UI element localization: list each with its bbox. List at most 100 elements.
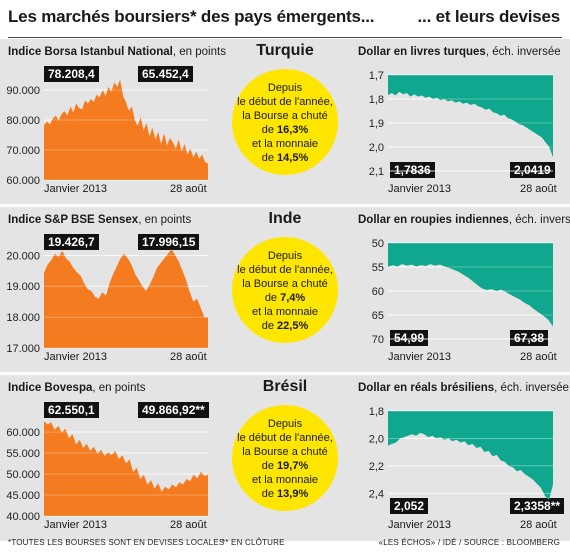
footer-note-mid: ** EN CLÔTURE: [222, 538, 285, 547]
fx-x-label-start: Janvier 2013: [388, 351, 451, 363]
y-tick-label: 2,4: [369, 488, 384, 500]
y-tick-label: 2,2: [369, 461, 384, 473]
summary-text-fragment: le début de l'année,: [237, 264, 333, 276]
row-panel: Indice Borsa Istanbul National, en point…: [0, 39, 570, 205]
stock-chart: 17.000 18.000 19.000 20.000: [6, 249, 208, 355]
summary-line: de 19,7%: [232, 459, 338, 473]
y-tick-label: 19.000: [6, 281, 40, 293]
summary-percent: 13,9%: [277, 488, 309, 500]
stock-start-value-label: 19.426,7: [44, 234, 99, 250]
stock-end-value-label: 49.866,92**: [138, 402, 209, 418]
header-rule: [8, 37, 562, 38]
summary-percent: 7,4%: [280, 292, 306, 304]
summary-line: la Bourse a chuté: [232, 109, 338, 123]
stock-x-label-start: Janvier 2013: [44, 351, 107, 363]
stock-index-name: Indice Bovespa: [8, 382, 93, 394]
summary-text: Depuis le début de l'année, la Bourse a ch…: [232, 417, 338, 501]
fx-chart: 1,7 1,8 1,9 2,0 2,1: [369, 70, 553, 178]
summary-line: Depuis: [232, 81, 338, 95]
series-area: [388, 411, 553, 501]
footer-note-left: *TOUTES LES BOURSES SONT EN DEVISES LOCA…: [8, 538, 225, 547]
country-name: Turquie: [256, 42, 314, 59]
fx-x-label-end: 28 août: [520, 183, 557, 195]
fx-start-value-label: 54,99: [390, 330, 429, 346]
fx-x-label-start: Janvier 2013: [388, 519, 451, 531]
summary-line: et la monnaie: [232, 473, 338, 487]
summary-line: et la monnaie: [232, 137, 338, 151]
y-tick-label: 90.000: [6, 85, 40, 97]
country-name: Inde: [268, 210, 302, 227]
summary-line: Depuis: [232, 249, 338, 263]
fx-end-value-label: 2,0419: [510, 162, 555, 178]
fx-pair-name: Dollar en roupies indiennes: [358, 214, 509, 226]
summary-text-fragment: la Bourse a chuté: [242, 110, 328, 122]
summary-circle: [232, 405, 338, 511]
stock-x-label-end: 28 août: [170, 183, 207, 195]
summary-line: le début de l'année,: [232, 263, 338, 277]
fx-scale-note: , éch. inversée: [508, 214, 570, 226]
fx-chart-title: Dollar en réals brésiliens, éch. inversé…: [358, 382, 569, 394]
y-tick-label: 70: [372, 334, 384, 346]
footer-source: «LES ÉCHOS» / IDÉ / SOURCE : BLOOMBERG: [378, 538, 560, 547]
summary-percent: 19,7%: [277, 460, 309, 472]
fx-start-value-label: 2,052: [390, 498, 429, 514]
summary-line: le début de l'année,: [232, 431, 338, 445]
y-tick-label: 55.000: [6, 448, 40, 460]
stock-chart-title: Indice Borsa Istanbul National, en point…: [8, 46, 226, 58]
summary-line: de 16,3%: [232, 123, 338, 137]
summary-text-fragment: la Bourse a chuté: [242, 446, 328, 458]
series-area: [44, 249, 208, 348]
summary-text-fragment: de: [261, 152, 278, 164]
summary-line: Depuis: [232, 417, 338, 431]
header-right-title: ... et leurs devises: [417, 7, 561, 26]
header-left-title: Les marchés boursiers* des pays émergent…: [8, 7, 375, 26]
y-tick-label: 60.000: [6, 175, 40, 187]
fx-chart: 50 55 60 65 70: [372, 238, 553, 346]
stock-chart: 40.000 45.000 50.000 55.000 60.000: [6, 421, 208, 523]
summary-line: la Bourse a chuté: [232, 277, 338, 291]
y-tick-label: 17.000: [6, 343, 40, 355]
series-area: [388, 75, 553, 158]
row-panel: Indice S&P BSE Sensex, en points Dollar e…: [0, 207, 570, 373]
fx-end-value-label: 67,38: [510, 330, 549, 346]
y-tick-label: 80.000: [6, 115, 40, 127]
summary-line: le début de l'année,: [232, 95, 338, 109]
stock-index-unit: , en points: [92, 382, 146, 394]
y-tick-label: 40.000: [6, 511, 40, 523]
stock-chart-title: Indice Bovespa, en points: [8, 382, 145, 394]
summary-text-fragment: et la monnaie: [251, 138, 319, 150]
summary-line: de 7,4%: [232, 291, 338, 305]
summary-line: et la monnaie: [232, 305, 338, 319]
fx-pair-name: Dollar en livres turques: [358, 46, 486, 58]
summary-text-fragment: Depuis: [267, 82, 303, 94]
y-tick-label: 2,0: [369, 433, 384, 445]
stock-x-label-end: 28 août: [170, 519, 207, 531]
y-tick-label: 50.000: [6, 469, 40, 481]
stock-x-label-start: Janvier 2013: [44, 183, 107, 195]
summary-text-fragment: de: [261, 460, 278, 472]
header: Les marchés boursiers* des pays émergent…: [0, 0, 570, 38]
stock-x-label-end: 28 août: [170, 351, 207, 363]
stock-chart: 60.000 70.000 80.000 90.000: [6, 79, 208, 187]
summary-line: la Bourse a chuté: [232, 445, 338, 459]
summary-text-fragment: le début de l'année,: [237, 96, 333, 108]
fx-chart: 1,8 2,0 2,2 2,4: [369, 406, 553, 501]
stock-chart-title: Indice S&P BSE Sensex, en points: [8, 214, 191, 226]
y-tick-label: 1,7: [369, 70, 384, 82]
fx-start-value-label: 1,7836: [390, 162, 435, 178]
y-tick-label: 1,9: [369, 118, 384, 130]
stock-index-name: Indice Borsa Istanbul National: [8, 46, 173, 58]
y-tick-label: 70.000: [6, 145, 40, 157]
row-separator: [0, 372, 570, 375]
stock-end-value-label: 17.996,15: [138, 234, 200, 250]
summary-text: Depuis le début de l'année, la Bourse a ch…: [232, 81, 338, 165]
y-tick-label: 50: [372, 238, 384, 250]
summary-percent: 16,3%: [277, 124, 309, 136]
y-tick-label: 20.000: [6, 250, 40, 262]
stock-index-unit: , en points: [172, 46, 226, 58]
stock-index-unit: , en points: [138, 214, 192, 226]
series-area: [44, 79, 208, 180]
fx-pair-name: Dollar en réals brésiliens: [358, 382, 495, 394]
summary-text-fragment: Depuis: [267, 250, 303, 262]
summary-line: de 13,9%: [232, 487, 338, 501]
